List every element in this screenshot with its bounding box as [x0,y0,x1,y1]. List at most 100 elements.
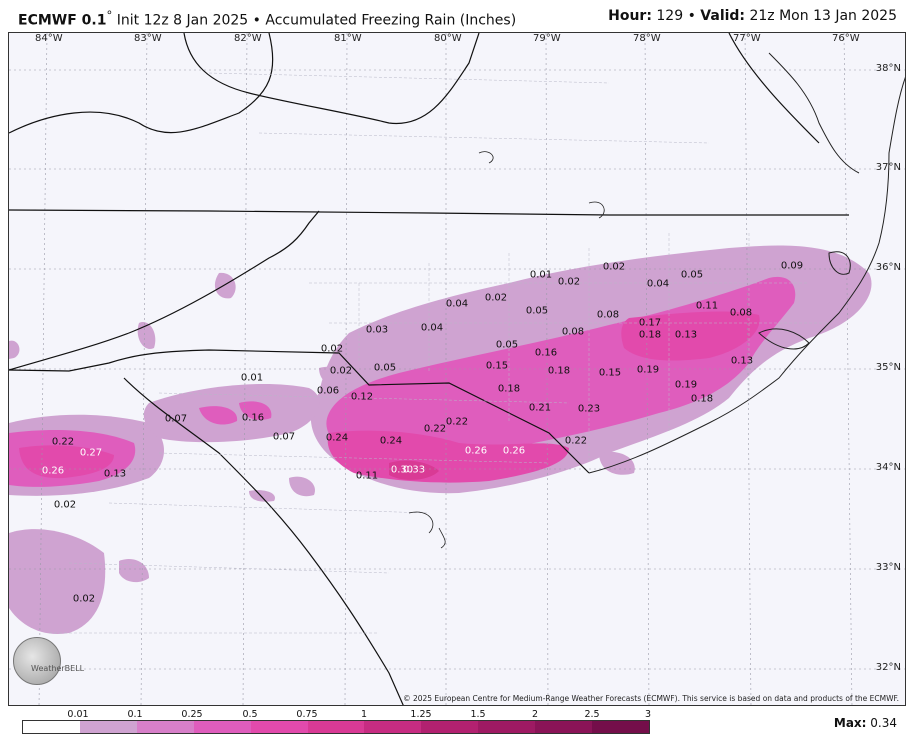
legend-tick: 0.75 [296,709,318,720]
legend-tick: 0.01 [67,709,89,720]
value-label: 0.22 [51,436,75,448]
value-label: 0.02 [484,292,508,304]
value-label: 0.16 [534,347,558,359]
legend-tick: 0.1 [127,709,143,720]
product-name: Accumulated Freezing Rain (Inches) [265,12,517,29]
valid-value: 21z Mon 13 Jan 2025 [749,8,897,24]
lon-label-82w: 82°W [234,33,262,44]
header: ECMWF 0.1° Init 12z 8 Jan 2025 • Accumul… [0,0,913,32]
value-label: 0.08 [729,307,753,319]
lon-label-83w: 83°W [134,33,162,44]
value-label: 0.13 [674,329,698,341]
legend-swatch [23,721,80,733]
lat-label-34n: 34°N [875,462,901,473]
max-number: 0.34 [870,716,897,730]
legend-swatch [250,721,308,733]
color-legend [22,720,650,734]
value-label: 0.05 [680,269,704,281]
value-label: 0.02 [53,499,77,511]
value-label: 0.02 [602,261,626,273]
legend-swatch [535,721,593,733]
value-label: 0.13 [730,355,754,367]
value-label: 0.22 [423,423,447,435]
value-label: 0.17 [638,317,662,329]
lon-label-81w: 81°W [334,33,362,44]
value-label: 0.22 [564,435,588,447]
legend-swatch [421,721,479,733]
value-label: 0.04 [646,278,670,290]
value-label: 0.26 [464,445,488,457]
degree-sign: ° [106,8,113,22]
legend-tick: 3 [644,709,652,720]
legend-swatch [193,721,251,733]
value-label: 0.12 [350,391,374,403]
logo-text: WeatherBELL [31,664,85,673]
value-label: 0.27 [79,447,103,459]
init-time: Init 12z 8 Jan 2025 [116,12,249,29]
bullet-2: • [687,8,696,24]
value-label: 0.30 [390,464,414,476]
value-label: 0.02 [329,365,353,377]
hour-label: Hour: [608,8,652,24]
value-label: 0.09 [780,260,804,272]
legend-tick: 0.5 [242,709,258,720]
hour-value: 129 [656,8,684,24]
lon-label-84w: 84°W [35,33,63,44]
weatherbell-logo [13,637,61,685]
value-label: 0.18 [690,393,714,405]
value-label: 0.18 [497,383,521,395]
value-label: 0.01 [529,269,553,281]
map-graphic [9,33,905,705]
bullet: • [252,12,261,29]
legend-tick: 1.5 [470,709,486,720]
freezing-rain-shading [9,245,872,634]
county-borders [49,72,829,634]
map-panel: 84°W 83°W 82°W 81°W 80°W 79°W 78°W 77°W … [8,32,906,706]
legend-tick: 0.25 [181,709,203,720]
value-label: 0.18 [638,329,662,341]
value-label: 0.02 [320,343,344,355]
lon-label-79w: 79°W [533,33,561,44]
value-label: 0.26 [502,445,526,457]
value-label: 0.16 [241,412,265,424]
value-label: 0.23 [577,403,601,415]
value-label: 0.05 [525,305,549,317]
copyright-notice: © 2025 European Centre for Medium-Range … [403,694,899,703]
max-value: Max: 0.34 [834,716,897,730]
state-borders [9,33,849,705]
value-label: 0.04 [420,322,444,334]
lat-label-35n: 35°N [875,362,901,373]
legend-swatch [364,721,422,733]
value-label: 0.18 [547,365,571,377]
legend-tick: 2.5 [584,709,600,720]
max-label: Max: [833,716,867,730]
lat-label-33n: 33°N [875,562,901,573]
value-label: 0.01 [240,372,264,384]
value-label: 0.26 [41,465,65,477]
lat-label-32n: 32°N [875,662,901,673]
legend-swatch [592,721,649,733]
value-label: 0.15 [598,367,622,379]
lon-label-76w: 76°W [832,33,860,44]
graticule [9,33,905,705]
legend-swatch [79,721,137,733]
lat-label-37n: 37°N [875,162,901,173]
value-label: 0.19 [674,379,698,391]
value-label: 0.08 [596,309,620,321]
value-label: 0.24 [379,435,403,447]
legend-swatch [478,721,536,733]
value-label: 0.03 [365,324,389,336]
value-label: 0.07 [272,431,296,443]
value-label: 0.22 [445,416,469,428]
lat-label-38n: 38°N [875,63,901,74]
lon-label-77w: 77°W [733,33,761,44]
lon-label-78w: 78°W [633,33,661,44]
value-label: 0.07 [164,413,188,425]
legend-tick: 1 [360,709,368,720]
value-label: 0.02 [557,276,581,288]
value-label: 0.15 [485,360,509,372]
value-label: 0.06 [316,385,340,397]
value-label: 0.11 [355,470,379,482]
valid-info: Hour: 129 • Valid: 21z Mon 13 Jan 2025 [608,8,897,24]
value-label: 0.05 [373,362,397,374]
